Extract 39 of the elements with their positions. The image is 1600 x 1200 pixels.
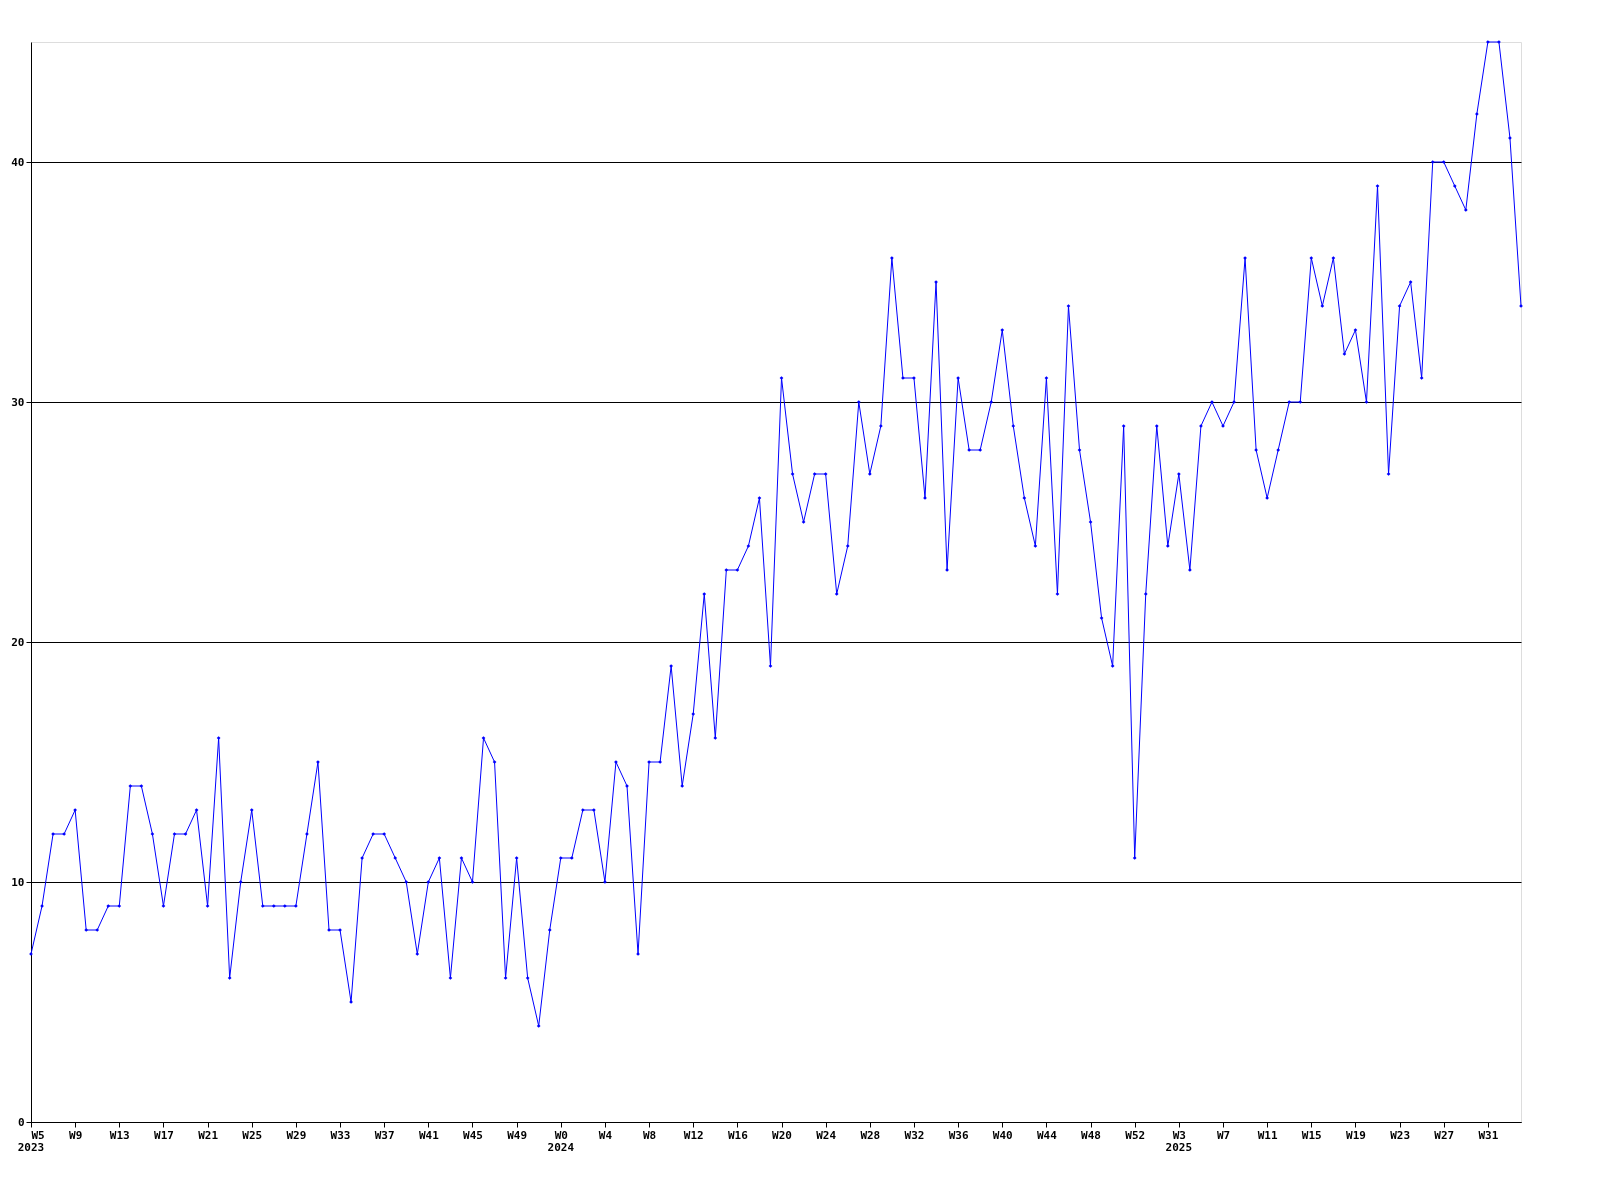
x-tick-label: W13 [109, 1128, 130, 1142]
x-tick-label: W11 [1257, 1128, 1278, 1142]
x-tick-label: W19 [1346, 1128, 1366, 1142]
x-tick-label: W20 [772, 1128, 792, 1142]
x-tick-label: W36 [948, 1128, 969, 1142]
y-tick-label: 10 [11, 875, 25, 889]
x-tick-label: W9 [69, 1128, 83, 1142]
x-tick-label: W52 [1125, 1128, 1146, 1142]
x-tick-label: W40 [992, 1128, 1013, 1142]
x-tick-label: W49 [507, 1128, 528, 1142]
x-tick-label: W24 [816, 1128, 837, 1142]
x-tick-label: W29 [286, 1128, 307, 1142]
x-tick-label: W17 [154, 1128, 174, 1142]
x-tick-label: W12 [683, 1128, 704, 1142]
x-tick-label: W48 [1081, 1128, 1101, 1142]
x-tick-label: W7 [1216, 1128, 1231, 1142]
y-tick-label: 40 [11, 155, 25, 169]
category-label: W5 2023 [17, 1128, 45, 1154]
x-tick-label: W44 [1036, 1128, 1058, 1142]
x-tick-label: W28 [860, 1128, 881, 1142]
x-tick-label: W45 [463, 1128, 483, 1142]
x-tick-label: W21 [198, 1128, 219, 1142]
y-tick-label: 30 [11, 395, 25, 409]
x-tick-label: W31 [1478, 1128, 1499, 1142]
x-tick-label: W37 [374, 1128, 395, 1142]
x-tick-label: W33 [330, 1128, 351, 1142]
x-tick-label: W27 [1434, 1128, 1455, 1142]
x-tick-label: W4 [598, 1128, 613, 1142]
y-tick-label: 0 [17, 1115, 25, 1129]
x-tick-label: W15 [1301, 1128, 1322, 1142]
x-tick-label: W32 [904, 1128, 925, 1142]
x-tick-label: W23 [1390, 1128, 1411, 1142]
x-tick-label: W25 [242, 1128, 263, 1142]
x-tick-label: W8 [642, 1128, 657, 1142]
category-label: W3 2025 [1165, 1128, 1193, 1154]
x-tick-label: W41 [418, 1128, 440, 1142]
x-tick-label: W16 [727, 1128, 749, 1142]
y-tick-label: 20 [11, 635, 25, 649]
category-label: W0 2024 [547, 1128, 575, 1154]
